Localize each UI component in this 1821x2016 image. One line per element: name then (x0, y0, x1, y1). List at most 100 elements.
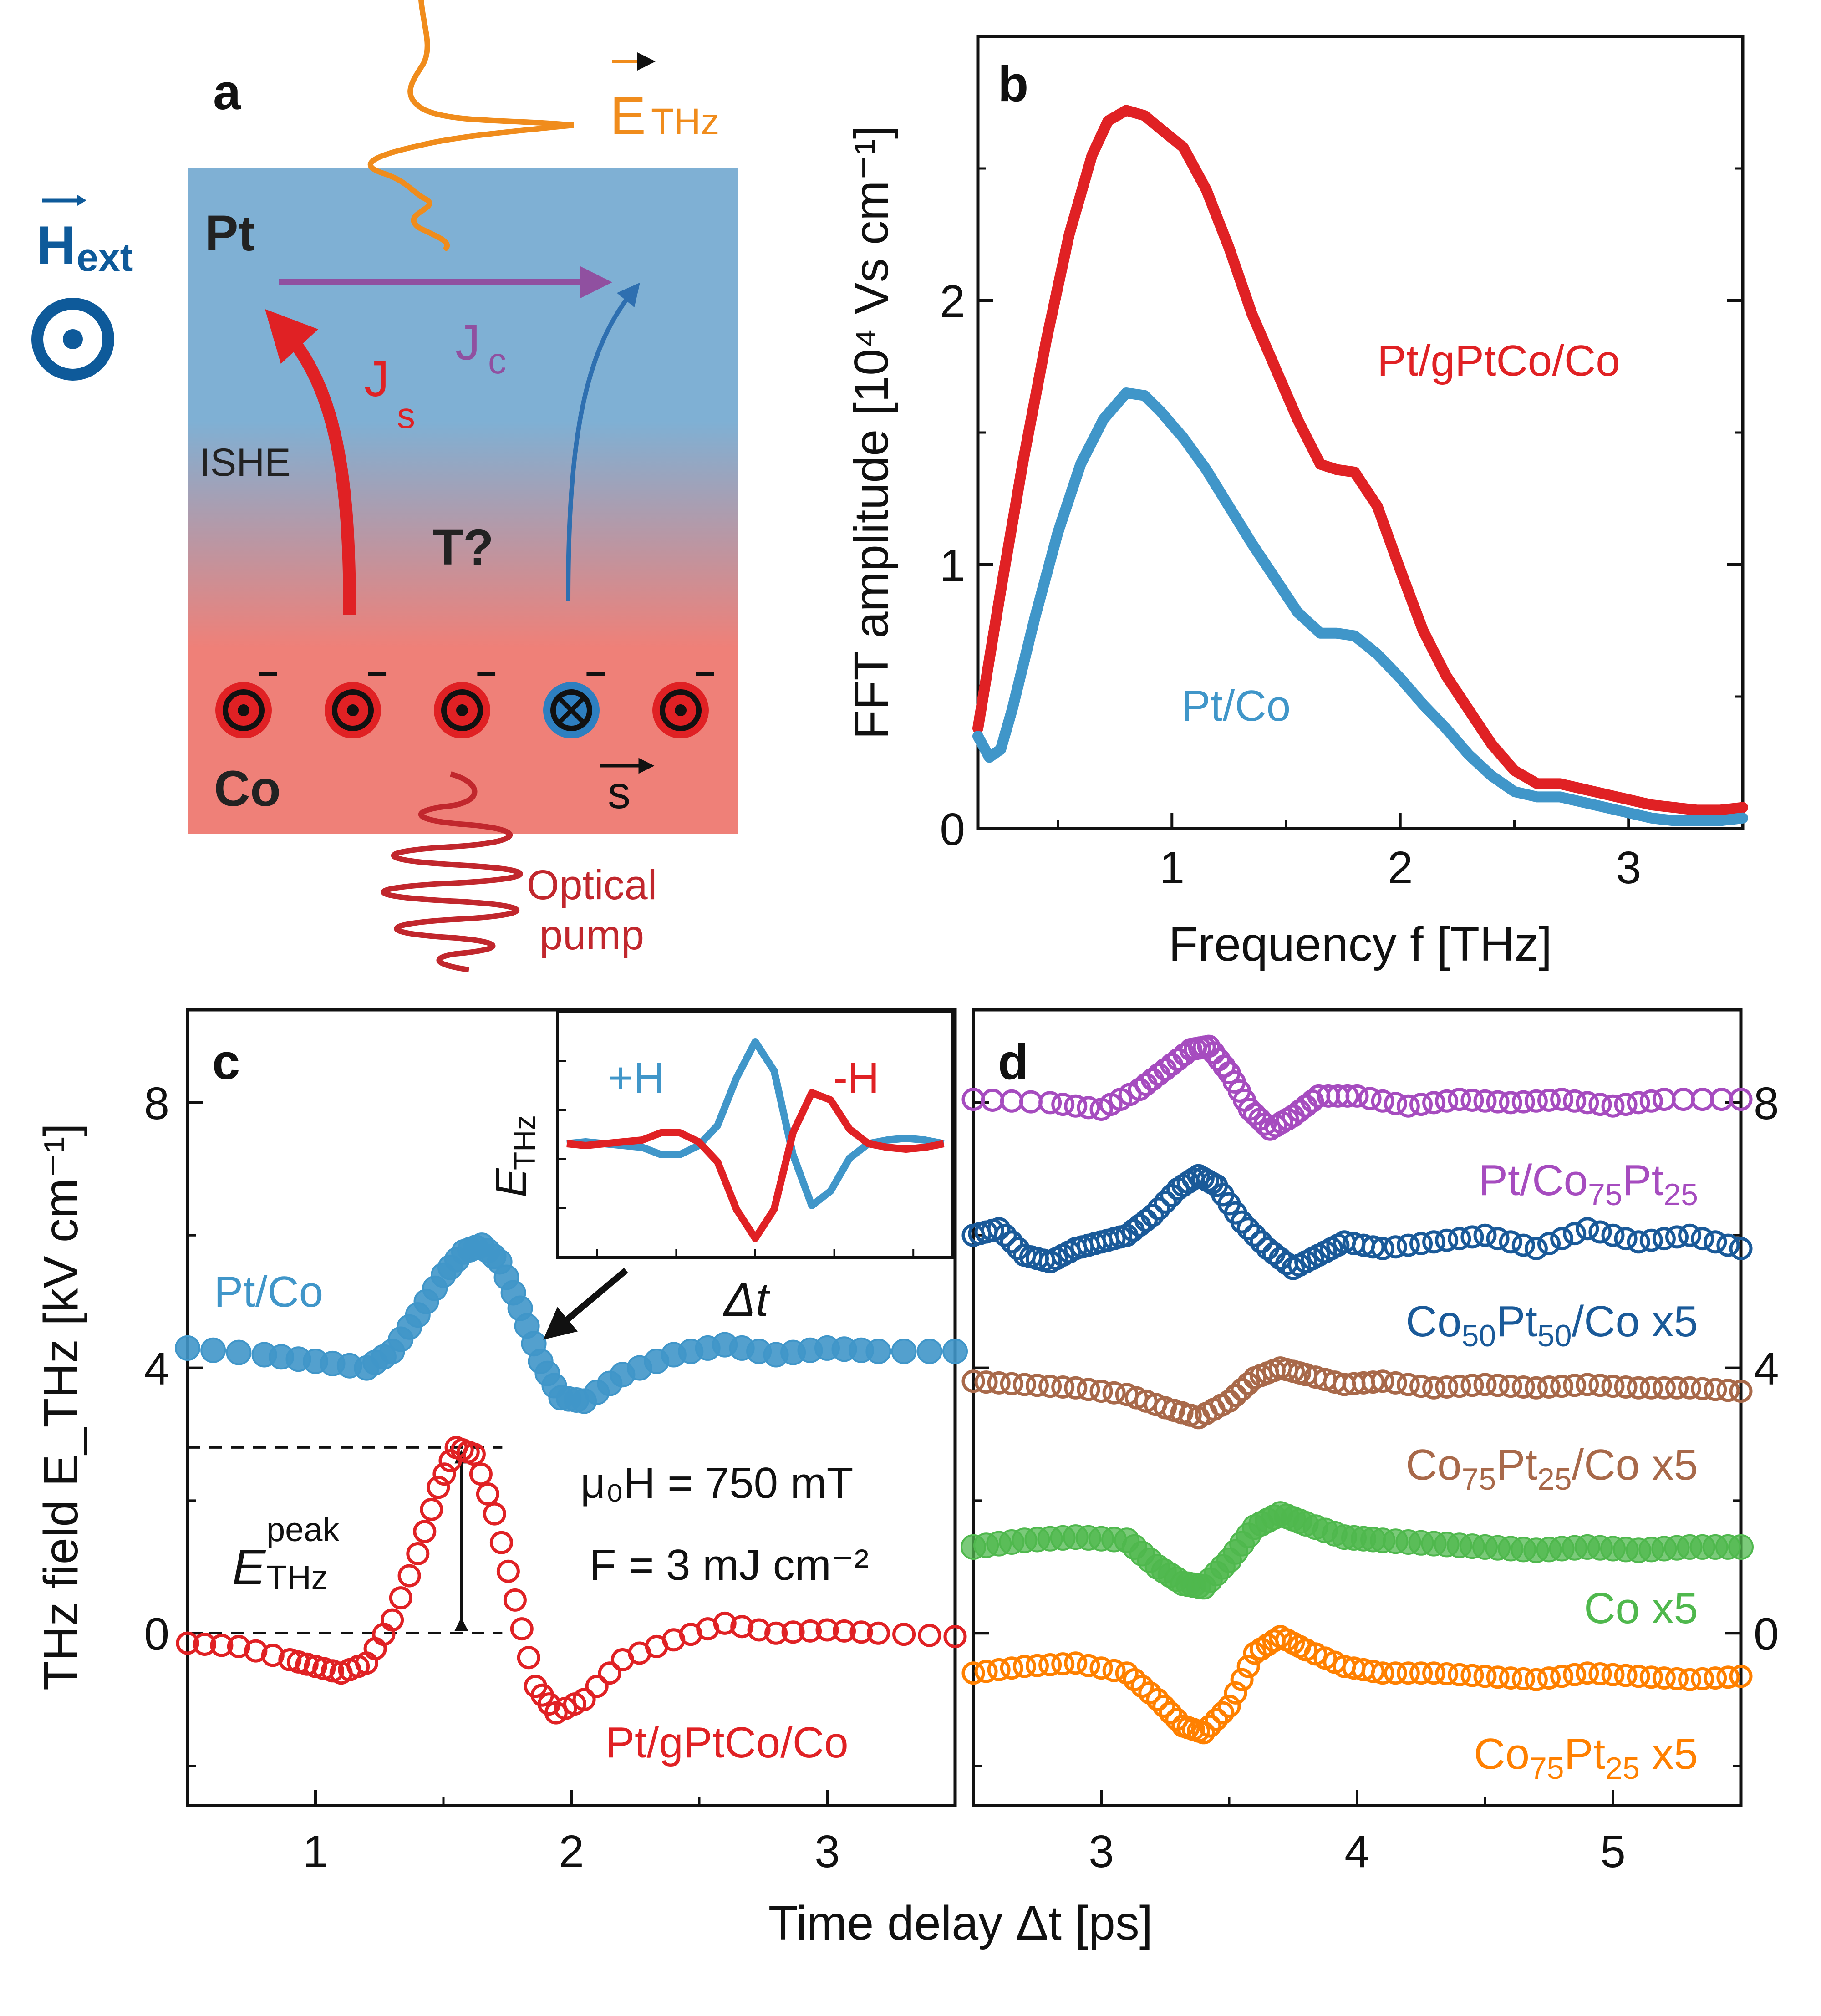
spin-s-label: s (600, 758, 655, 818)
data-point (1361, 1235, 1385, 1259)
data-point (483, 1502, 506, 1526)
data-point (469, 1462, 493, 1486)
data-point (1639, 1376, 1663, 1400)
peak-label: E peak THz (232, 1511, 340, 1596)
data-point (1371, 1661, 1394, 1685)
data-point (1448, 1375, 1471, 1398)
data-point (1253, 1112, 1277, 1136)
data-point (1051, 1652, 1075, 1676)
series-line-pt-co (972, 387, 1748, 826)
label-co50pt50-co: Co50Pt50/Co x5 (1406, 1297, 1698, 1353)
data-point (1448, 1227, 1471, 1251)
data-point (389, 1586, 412, 1610)
data-point (1524, 1668, 1548, 1691)
data-point (866, 1621, 890, 1645)
data-point (1152, 1695, 1176, 1718)
data-point (1154, 1190, 1177, 1214)
data-point (1138, 1681, 1162, 1705)
data-point (1422, 1376, 1446, 1400)
data-point (1460, 1664, 1484, 1687)
svg-text:E: E (610, 86, 646, 146)
data-point (1147, 1197, 1170, 1221)
data-point (1704, 1230, 1727, 1254)
y-tick-label: 8 (1754, 1078, 1779, 1129)
data-point (1537, 1666, 1561, 1690)
data-point (987, 1217, 1011, 1241)
data-point (1665, 1376, 1689, 1400)
svg-text:c: c (488, 341, 506, 381)
data-point (747, 1618, 771, 1642)
panel-c-peak-guides (188, 1446, 503, 1634)
data-point (1396, 1373, 1420, 1396)
data-point (261, 1644, 285, 1667)
data-point (815, 1618, 839, 1642)
data-point (1140, 1204, 1164, 1227)
data-point (1511, 1233, 1535, 1257)
svg-text:ext: ext (76, 236, 133, 280)
data-point (1249, 1230, 1273, 1254)
data-point (1077, 1096, 1100, 1120)
co-layer-label: Co (214, 761, 281, 817)
data-point (849, 1620, 873, 1644)
data-point (1243, 1223, 1267, 1247)
data-point (1384, 1235, 1407, 1259)
h-ext-label: H ext (36, 195, 133, 280)
data-point (200, 1337, 226, 1363)
data-point (1710, 1088, 1734, 1111)
js-label: J s (364, 351, 415, 436)
data-point (961, 1661, 985, 1685)
panel-a-letter: a (213, 64, 241, 120)
x-tick-label: 2 (1388, 842, 1413, 893)
data-point (1652, 1666, 1676, 1690)
data-point (1716, 1233, 1740, 1257)
inset-x-label: Δt (722, 1273, 771, 1326)
series-line-pt-gptco-co (972, 105, 1748, 816)
data-point (1537, 1375, 1561, 1399)
data-point (1396, 1094, 1420, 1118)
data-point (1361, 1660, 1385, 1683)
data-point (406, 1542, 430, 1565)
panel-d-curves (961, 1034, 1754, 1745)
panel-b-letter: b (998, 56, 1028, 112)
thz-wave (368, 0, 574, 251)
data-point (713, 1611, 737, 1635)
svg-text:THz: THz (508, 1115, 541, 1170)
data-point (1460, 1225, 1484, 1249)
panel-b-y-axis-title: FFT amplitude [10⁴ Vs cm⁻¹] (844, 126, 898, 739)
data-point (1601, 1223, 1625, 1247)
data-point (987, 1658, 1011, 1681)
data-point (1089, 1656, 1113, 1680)
spin-current-arrow (566, 282, 640, 601)
data-point (1704, 1378, 1727, 1401)
svg-text:s: s (397, 395, 415, 436)
data-point (993, 1223, 1017, 1247)
data-point (1396, 1233, 1420, 1257)
x-tick-label: 1 (303, 1826, 328, 1877)
svg-text:peak: peak (266, 1511, 340, 1548)
data-point (1217, 1389, 1241, 1413)
data-point (1000, 1089, 1023, 1113)
data-point (1639, 1665, 1663, 1689)
data-point (1435, 1089, 1459, 1113)
data-point (1576, 1373, 1599, 1396)
data-point (1716, 1379, 1740, 1402)
data-point (1614, 1093, 1638, 1116)
data-point (1537, 1089, 1561, 1112)
data-point (1588, 1093, 1612, 1116)
data-point (1192, 1721, 1216, 1745)
data-point (226, 1339, 252, 1365)
data-point (1115, 1661, 1139, 1685)
data-point (1601, 1663, 1625, 1686)
label-co75pt25: Co75Pt25 x5 (1474, 1730, 1698, 1786)
data-point (1563, 1663, 1587, 1686)
data-point (1345, 1084, 1369, 1108)
data-point (244, 1639, 268, 1663)
data-point (1601, 1094, 1625, 1118)
svg-text:–: – (585, 651, 606, 692)
js-arrow (265, 309, 356, 615)
inset-line-plus-h (566, 1038, 945, 1209)
data-point (1026, 1654, 1049, 1677)
data-point (1691, 1667, 1714, 1690)
x-tick-label: 3 (1089, 1826, 1114, 1877)
data-point (1639, 1228, 1663, 1252)
